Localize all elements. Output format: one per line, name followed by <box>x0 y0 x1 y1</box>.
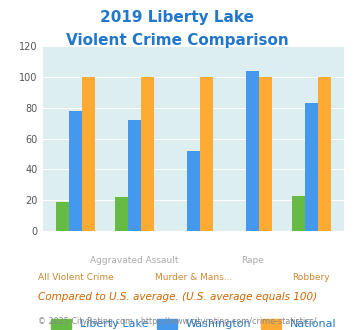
Text: Violent Crime Comparison: Violent Crime Comparison <box>66 33 289 48</box>
Bar <box>141 77 154 231</box>
Bar <box>200 77 213 231</box>
Text: Compared to U.S. average. (U.S. average equals 100): Compared to U.S. average. (U.S. average … <box>38 292 317 302</box>
Bar <box>56 202 69 231</box>
Bar <box>259 77 272 231</box>
Text: Rape: Rape <box>241 256 264 265</box>
Bar <box>305 103 318 231</box>
Text: Aggravated Assault: Aggravated Assault <box>91 256 179 265</box>
Text: 2019 Liberty Lake: 2019 Liberty Lake <box>100 10 255 25</box>
Bar <box>115 197 128 231</box>
Bar <box>128 120 141 231</box>
Bar <box>69 111 82 231</box>
Bar <box>318 77 331 231</box>
Text: © 2025 CityRating.com - https://www.cityrating.com/crime-statistics/: © 2025 CityRating.com - https://www.city… <box>38 317 317 326</box>
Text: Robbery: Robbery <box>293 273 330 282</box>
Bar <box>82 77 95 231</box>
Text: All Violent Crime: All Violent Crime <box>38 273 114 282</box>
Legend: Liberty Lake, Washington, National: Liberty Lake, Washington, National <box>47 314 340 330</box>
Text: Murder & Mans...: Murder & Mans... <box>155 273 232 282</box>
Bar <box>292 196 305 231</box>
Bar <box>187 151 200 231</box>
Bar <box>246 71 259 231</box>
